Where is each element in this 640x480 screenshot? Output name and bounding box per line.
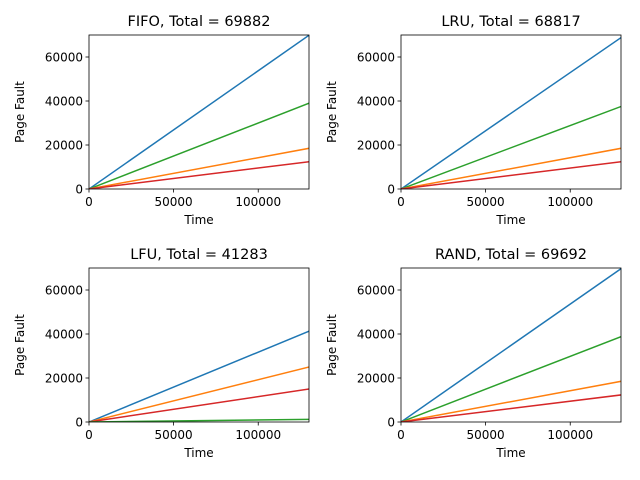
x-tick-label: 50000 [467, 428, 505, 442]
y-tick-label: 40000 [45, 95, 83, 109]
series-line-4 [89, 418, 309, 422]
x-tick-label: 0 [85, 428, 93, 442]
series-line-2 [401, 105, 621, 189]
axes-frame [400, 267, 622, 423]
series-group [401, 268, 621, 422]
y-tick-label: 20000 [45, 372, 83, 386]
series-line-1 [401, 268, 621, 422]
x-tick-label: 50000 [467, 195, 505, 209]
x-axis-label: Time [183, 213, 213, 227]
series-line-3 [401, 147, 621, 189]
y-axis-label: Page Fault [325, 314, 339, 376]
subplot-3: 0 50000 100000 0 20000 40000 60000 LFU, Total =… [13, 247, 310, 460]
y-tick-label: 60000 [357, 284, 395, 298]
series-line-1 [89, 35, 309, 189]
series-group [89, 35, 309, 189]
series-line-3 [89, 147, 309, 189]
chart-title: FIFO, Total = 69882 [128, 14, 271, 30]
y-tick-label: 0 [75, 183, 83, 197]
y-tick-label: 60000 [45, 51, 83, 65]
series-group [401, 36, 621, 189]
x-tick-label: 100000 [235, 195, 281, 209]
series-line-1 [89, 330, 309, 422]
x-tick-label: 50000 [155, 195, 193, 209]
series-line-3 [89, 388, 309, 422]
x-axis-label: Time [183, 446, 213, 460]
x-axis-label: Time [495, 446, 525, 460]
x-tick-label: 100000 [547, 195, 593, 209]
chart-title: LRU, Total = 68817 [441, 14, 580, 30]
series-line-1 [401, 36, 621, 189]
y-axis-label: Page Fault [13, 81, 27, 143]
x-tick-label: 100000 [547, 428, 593, 442]
axes-frame [88, 34, 310, 190]
x-tick-label: 100000 [235, 428, 281, 442]
subplot-2: 0 50000 100000 0 20000 40000 60000 LRU, Total =… [325, 14, 622, 227]
y-tick-label: 60000 [357, 51, 395, 65]
series-line-3 [401, 380, 621, 422]
chart-title: LFU, Total = 41283 [130, 247, 268, 263]
series-line-2 [89, 366, 309, 422]
y-tick-label: 20000 [357, 139, 395, 153]
y-tick-label: 0 [387, 416, 395, 430]
chart-title: RAND, Total = 69692 [435, 247, 587, 263]
y-tick-label: 20000 [357, 372, 395, 386]
subplot-4: 0 50000 100000 0 20000 40000 60000 RAND, Total … [325, 247, 622, 460]
x-tick-label: 0 [85, 195, 93, 209]
y-axis-label: Page Fault [325, 81, 339, 143]
y-tick-label: 40000 [357, 328, 395, 342]
y-tick-label: 60000 [45, 284, 83, 298]
series-line-4 [401, 394, 621, 422]
y-tick-label: 0 [75, 416, 83, 430]
subplot-1: 0 50000 100000 0 20000 40000 60000 FIFO, Total … [13, 14, 310, 227]
y-axis-label: Page Fault [13, 314, 27, 376]
axes-frame [88, 267, 310, 423]
series-line-2 [89, 102, 309, 189]
x-tick-label: 0 [397, 428, 405, 442]
series-group [89, 330, 309, 422]
y-tick-label: 20000 [45, 139, 83, 153]
series-line-4 [89, 160, 309, 189]
x-tick-label: 50000 [155, 428, 193, 442]
x-tick-label: 0 [397, 195, 405, 209]
y-tick-label: 40000 [357, 95, 395, 109]
axes-frame [400, 34, 622, 190]
y-tick-label: 40000 [45, 328, 83, 342]
x-axis-label: Time [495, 213, 525, 227]
series-line-2 [401, 335, 621, 422]
series-line-4 [401, 160, 621, 189]
y-tick-label: 0 [387, 183, 395, 197]
